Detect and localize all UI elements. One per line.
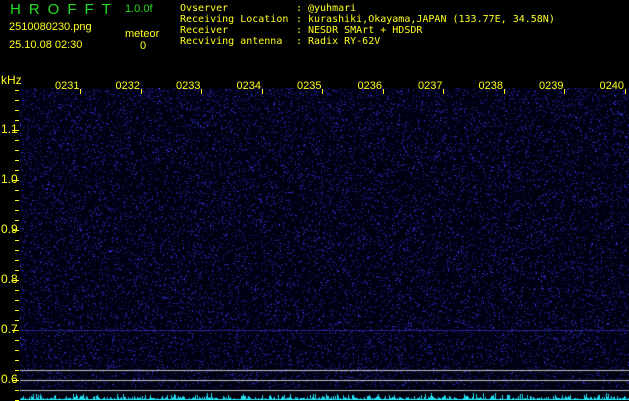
y-tick xyxy=(12,230,19,231)
y-tick xyxy=(15,320,19,321)
x-tick-label: 0239 xyxy=(539,80,564,92)
y-tick xyxy=(15,260,19,261)
x-tick xyxy=(624,89,626,94)
meteor-label: meteor xyxy=(125,28,160,40)
x-tick-label: 0237 xyxy=(418,80,443,92)
x-tick-label: 0240 xyxy=(599,80,624,92)
info-label: Receiver xyxy=(180,25,229,36)
x-tick xyxy=(140,89,142,94)
y-tick xyxy=(15,140,19,141)
filename: 2510080230.png xyxy=(9,21,92,33)
y-tick-label: 1.1 xyxy=(1,122,18,136)
y-tick-label: 0.8 xyxy=(1,272,18,286)
y-tick xyxy=(15,120,19,121)
y-tick xyxy=(15,250,19,251)
y-tick-label: 0.6 xyxy=(1,372,18,386)
y-tick xyxy=(12,130,19,131)
x-tick xyxy=(382,89,384,94)
info-label: Receiving Location xyxy=(180,14,289,25)
x-tick-label: 0235 xyxy=(297,80,322,92)
info-value: Radix RY-62V xyxy=(308,36,381,47)
y-tick xyxy=(15,390,19,391)
y-tick xyxy=(15,170,19,171)
y-tick xyxy=(15,350,19,351)
y-tick xyxy=(15,360,19,361)
x-tick xyxy=(322,89,323,94)
y-tick xyxy=(15,200,19,201)
y-tick xyxy=(15,150,19,151)
x-tick-label: 0238 xyxy=(478,80,503,92)
x-tick xyxy=(80,89,81,94)
y-tick xyxy=(15,90,19,91)
info-label: Ovserver xyxy=(180,3,229,14)
info-colon: : xyxy=(296,36,303,47)
y-tick xyxy=(15,270,19,271)
app-logo: HROFFT xyxy=(10,1,119,18)
datetime: 25.10.08 02:30 xyxy=(9,39,83,51)
info-label: Recviving antenna xyxy=(180,36,283,47)
x-tick-label: 0231 xyxy=(55,80,80,92)
y-tick xyxy=(15,240,19,241)
y-tick-label: 0.7 xyxy=(1,322,18,336)
y-tick xyxy=(15,100,19,101)
y-tick xyxy=(15,300,19,301)
y-tick xyxy=(15,290,19,291)
y-tick xyxy=(15,220,19,221)
spectrogram xyxy=(20,88,629,400)
info-colon: : xyxy=(296,3,303,14)
x-tick-label: 0234 xyxy=(236,80,261,92)
x-tick xyxy=(503,89,505,94)
info-colon: : xyxy=(296,14,303,25)
y-tick xyxy=(12,330,19,331)
y-tick xyxy=(15,210,19,211)
y-tick-label: 1.0 xyxy=(1,172,18,186)
y-tick xyxy=(15,110,19,111)
y-tick-label: 0.9 xyxy=(1,222,18,236)
info-colon: : xyxy=(296,25,303,36)
info-value: @yuhmari xyxy=(308,3,357,14)
x-tick xyxy=(261,89,263,94)
y-tick xyxy=(15,370,19,371)
y-tick xyxy=(12,180,19,181)
y-tick xyxy=(15,310,19,311)
x-tick-label: 0233 xyxy=(176,80,201,92)
x-tick xyxy=(201,89,202,94)
x-tick-label: 0236 xyxy=(357,80,382,92)
y-axis-unit: kHz xyxy=(1,73,22,87)
y-tick xyxy=(12,380,19,381)
y-tick xyxy=(12,280,19,281)
version: 1.0.0f xyxy=(125,3,153,15)
y-tick xyxy=(15,190,19,191)
info-value: NESDR SMArt + HDSDR xyxy=(308,25,423,36)
x-tick xyxy=(443,89,444,94)
x-tick xyxy=(564,89,565,94)
y-tick xyxy=(15,340,19,341)
info-value: kurashiki,Okayama,JAPAN (133.77E, 34.58N… xyxy=(308,14,555,25)
y-tick xyxy=(15,160,19,161)
meteor-count: 0 xyxy=(140,40,147,52)
x-tick-label: 0232 xyxy=(115,80,140,92)
